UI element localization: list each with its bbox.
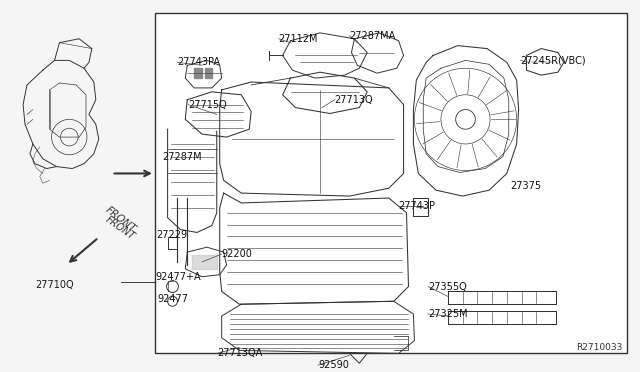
Text: 92477: 92477	[158, 294, 189, 304]
Text: 27355Q: 27355Q	[428, 282, 467, 292]
Bar	[155, 13, 627, 353]
Text: 27112M: 27112M	[278, 34, 318, 44]
Text: 27743P: 27743P	[399, 201, 436, 211]
Text: 27375: 27375	[510, 181, 541, 191]
Text: 27245R(VBC): 27245R(VBC)	[520, 55, 586, 65]
Text: 27713Q: 27713Q	[335, 95, 373, 105]
Text: 27710Q: 27710Q	[35, 280, 74, 289]
Polygon shape	[192, 255, 217, 269]
Text: 27325M: 27325M	[428, 309, 468, 319]
Text: 92590: 92590	[318, 360, 349, 370]
Text: FRONT: FRONT	[104, 205, 138, 234]
Text: 92200: 92200	[221, 249, 253, 259]
Text: 27287M: 27287M	[163, 152, 202, 162]
Text: 27229: 27229	[156, 230, 187, 240]
Text: 27287MA: 27287MA	[349, 31, 396, 41]
Text: 27713QA: 27713QA	[217, 349, 262, 358]
Text: R2710033: R2710033	[577, 343, 623, 352]
Text: 27715Q: 27715Q	[188, 100, 227, 110]
Polygon shape	[194, 68, 202, 78]
Text: 92477+A: 92477+A	[156, 272, 202, 282]
Polygon shape	[205, 68, 212, 78]
Text: 27743PA: 27743PA	[177, 57, 220, 67]
Text: FRONT: FRONT	[104, 214, 137, 241]
